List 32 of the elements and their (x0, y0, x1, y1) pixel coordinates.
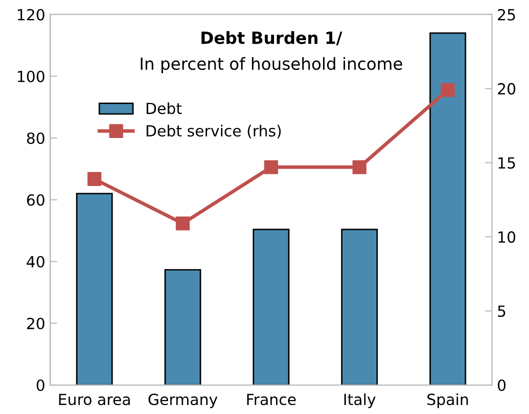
text: Debt Burden 1/ (202, 31, 342, 46)
y2-tick-label: 20 (498, 83, 516, 95)
y2-tick-label: 5 (498, 306, 506, 317)
x-tick-label: Germany (148, 394, 218, 408)
y-tick-label: 20 (27, 318, 44, 330)
y-tick-label: 40 (26, 256, 44, 268)
bar (76, 192, 113, 386)
y2-tick-label: 10 (498, 231, 516, 243)
y-tick-label: 80 (26, 132, 44, 144)
bar (252, 228, 290, 386)
point (264, 160, 278, 174)
bar (429, 32, 466, 386)
legend-label: Debt (146, 102, 182, 114)
y-tick-label: 100 (18, 70, 44, 82)
point (87, 172, 102, 186)
y-tick-label: 60 (27, 194, 44, 206)
y2-tick-label: 15 (498, 157, 515, 169)
y-tick-label: 0 (36, 379, 44, 392)
y2-tick-label: 25 (498, 8, 515, 21)
y-tick-label: 120 (18, 8, 44, 21)
y2-tick-label: 0 (498, 379, 506, 392)
point (440, 83, 455, 98)
legend-label: Debt service (rhs) (146, 124, 281, 138)
point (352, 160, 366, 174)
text: In percent of household income (140, 57, 402, 74)
point (176, 216, 190, 230)
bar (164, 269, 202, 386)
x-tick-label: Spain (427, 393, 468, 408)
x-tick-label: Italy (344, 393, 376, 408)
x-tick-label: France (247, 394, 296, 406)
x-tick-label: Euro area (59, 394, 130, 406)
bar (341, 228, 378, 386)
